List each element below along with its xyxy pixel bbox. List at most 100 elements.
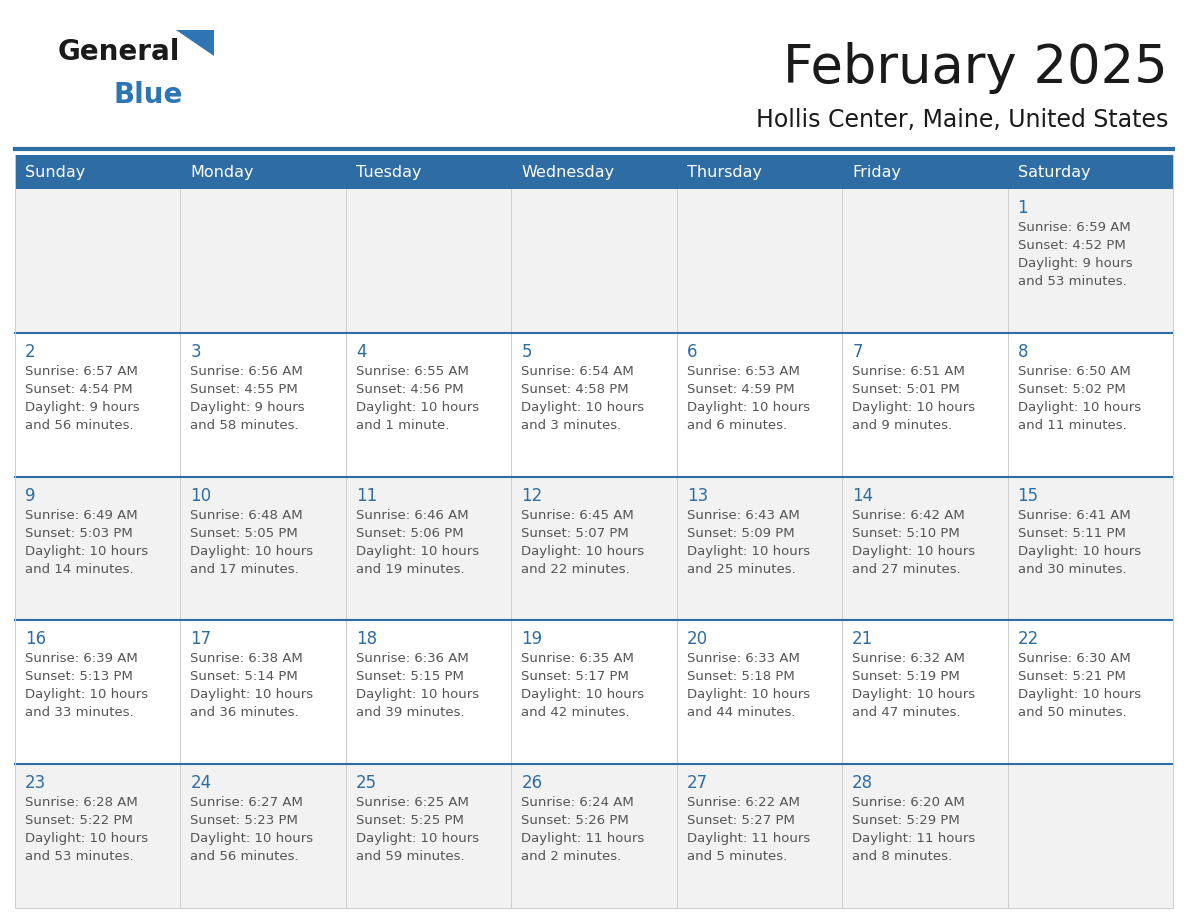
Bar: [15, 155, 181, 189]
Text: 6: 6: [687, 342, 697, 361]
Text: and 2 minutes.: and 2 minutes.: [522, 850, 621, 863]
Text: Friday: Friday: [852, 164, 902, 180]
Text: Daylight: 10 hours: Daylight: 10 hours: [25, 544, 148, 557]
Text: Sunrise: 6:59 AM: Sunrise: 6:59 AM: [1018, 221, 1130, 234]
Bar: [677, 155, 842, 189]
Text: Sunset: 5:26 PM: Sunset: 5:26 PM: [522, 814, 628, 827]
Text: Daylight: 10 hours: Daylight: 10 hours: [687, 688, 810, 701]
Text: 24: 24: [190, 774, 211, 792]
Text: Sunset: 5:02 PM: Sunset: 5:02 PM: [1018, 383, 1125, 396]
Text: and 19 minutes.: and 19 minutes.: [356, 563, 465, 576]
Text: Daylight: 9 hours: Daylight: 9 hours: [25, 401, 140, 414]
Text: Wednesday: Wednesday: [522, 164, 614, 180]
Polygon shape: [176, 30, 214, 56]
Text: Daylight: 10 hours: Daylight: 10 hours: [522, 401, 644, 414]
Text: Hollis Center, Maine, United States: Hollis Center, Maine, United States: [756, 108, 1168, 132]
Text: 16: 16: [25, 631, 46, 648]
Text: 17: 17: [190, 631, 211, 648]
Text: Sunrise: 6:54 AM: Sunrise: 6:54 AM: [522, 364, 634, 378]
Text: and 14 minutes.: and 14 minutes.: [25, 563, 133, 576]
Text: Sunset: 5:11 PM: Sunset: 5:11 PM: [1018, 527, 1125, 540]
Text: February 2025: February 2025: [783, 42, 1168, 94]
Text: Sunset: 5:17 PM: Sunset: 5:17 PM: [522, 670, 630, 683]
Text: Daylight: 10 hours: Daylight: 10 hours: [1018, 401, 1140, 414]
Text: and 17 minutes.: and 17 minutes.: [190, 563, 299, 576]
Text: Sunset: 5:01 PM: Sunset: 5:01 PM: [852, 383, 960, 396]
Text: Tuesday: Tuesday: [356, 164, 422, 180]
Text: 20: 20: [687, 631, 708, 648]
Text: Sunset: 4:52 PM: Sunset: 4:52 PM: [1018, 239, 1125, 252]
Text: Sunset: 5:06 PM: Sunset: 5:06 PM: [356, 527, 463, 540]
Bar: [181, 155, 346, 189]
Bar: [15, 476, 1173, 621]
Text: Daylight: 11 hours: Daylight: 11 hours: [522, 833, 645, 845]
Text: Daylight: 10 hours: Daylight: 10 hours: [522, 688, 644, 701]
Text: 11: 11: [356, 487, 377, 505]
Text: 19: 19: [522, 631, 543, 648]
Bar: [15, 333, 1173, 476]
Bar: [15, 764, 1173, 908]
Text: 4: 4: [356, 342, 366, 361]
Text: and 47 minutes.: and 47 minutes.: [852, 706, 961, 720]
Text: Sunrise: 6:49 AM: Sunrise: 6:49 AM: [25, 509, 138, 521]
Text: Daylight: 10 hours: Daylight: 10 hours: [356, 688, 479, 701]
Text: Daylight: 10 hours: Daylight: 10 hours: [687, 544, 810, 557]
Text: Daylight: 10 hours: Daylight: 10 hours: [1018, 544, 1140, 557]
Text: Daylight: 10 hours: Daylight: 10 hours: [356, 544, 479, 557]
Text: 5: 5: [522, 342, 532, 361]
Bar: [15, 621, 1173, 764]
Text: Sunset: 5:19 PM: Sunset: 5:19 PM: [852, 670, 960, 683]
Text: Sunrise: 6:57 AM: Sunrise: 6:57 AM: [25, 364, 138, 378]
Text: 7: 7: [852, 342, 862, 361]
Text: and 36 minutes.: and 36 minutes.: [190, 706, 299, 720]
Bar: [1007, 155, 1173, 189]
Text: Monday: Monday: [190, 164, 254, 180]
Text: Sunset: 5:07 PM: Sunset: 5:07 PM: [522, 527, 628, 540]
Text: and 56 minutes.: and 56 minutes.: [25, 419, 133, 431]
Text: Daylight: 10 hours: Daylight: 10 hours: [190, 688, 314, 701]
Text: Sunset: 5:09 PM: Sunset: 5:09 PM: [687, 527, 795, 540]
Text: Sunset: 5:03 PM: Sunset: 5:03 PM: [25, 527, 133, 540]
Bar: [15, 189, 1173, 333]
Text: Sunrise: 6:48 AM: Sunrise: 6:48 AM: [190, 509, 303, 521]
Text: Daylight: 10 hours: Daylight: 10 hours: [852, 401, 975, 414]
Text: 10: 10: [190, 487, 211, 505]
Text: Sunrise: 6:25 AM: Sunrise: 6:25 AM: [356, 796, 469, 809]
Text: Blue: Blue: [113, 81, 183, 109]
Text: Daylight: 10 hours: Daylight: 10 hours: [190, 544, 314, 557]
Text: Sunset: 4:55 PM: Sunset: 4:55 PM: [190, 383, 298, 396]
Text: 22: 22: [1018, 631, 1038, 648]
Text: Sunset: 5:29 PM: Sunset: 5:29 PM: [852, 814, 960, 827]
Text: Sunrise: 6:22 AM: Sunrise: 6:22 AM: [687, 796, 800, 809]
Bar: [511, 155, 677, 189]
Text: Sunday: Sunday: [25, 164, 86, 180]
Text: 13: 13: [687, 487, 708, 505]
Text: 2: 2: [25, 342, 36, 361]
Text: 1: 1: [1018, 199, 1028, 217]
Text: 18: 18: [356, 631, 377, 648]
Text: Sunset: 5:14 PM: Sunset: 5:14 PM: [190, 670, 298, 683]
Text: Thursday: Thursday: [687, 164, 762, 180]
Text: 14: 14: [852, 487, 873, 505]
Bar: [346, 155, 511, 189]
Text: Sunrise: 6:42 AM: Sunrise: 6:42 AM: [852, 509, 965, 521]
Text: 26: 26: [522, 774, 543, 792]
Text: 23: 23: [25, 774, 46, 792]
Text: Sunrise: 6:30 AM: Sunrise: 6:30 AM: [1018, 653, 1130, 666]
Text: Sunrise: 6:51 AM: Sunrise: 6:51 AM: [852, 364, 965, 378]
Text: Sunset: 5:25 PM: Sunset: 5:25 PM: [356, 814, 463, 827]
Text: Sunrise: 6:28 AM: Sunrise: 6:28 AM: [25, 796, 138, 809]
Text: and 39 minutes.: and 39 minutes.: [356, 706, 465, 720]
Text: 8: 8: [1018, 342, 1028, 361]
Text: 15: 15: [1018, 487, 1038, 505]
Text: 3: 3: [190, 342, 201, 361]
Text: General: General: [58, 38, 181, 66]
Text: and 5 minutes.: and 5 minutes.: [687, 850, 786, 863]
Text: and 33 minutes.: and 33 minutes.: [25, 706, 134, 720]
Text: 25: 25: [356, 774, 377, 792]
Text: Daylight: 11 hours: Daylight: 11 hours: [687, 833, 810, 845]
Text: Sunset: 4:54 PM: Sunset: 4:54 PM: [25, 383, 133, 396]
Text: and 53 minutes.: and 53 minutes.: [25, 850, 134, 863]
Text: Sunrise: 6:36 AM: Sunrise: 6:36 AM: [356, 653, 468, 666]
Text: and 59 minutes.: and 59 minutes.: [356, 850, 465, 863]
